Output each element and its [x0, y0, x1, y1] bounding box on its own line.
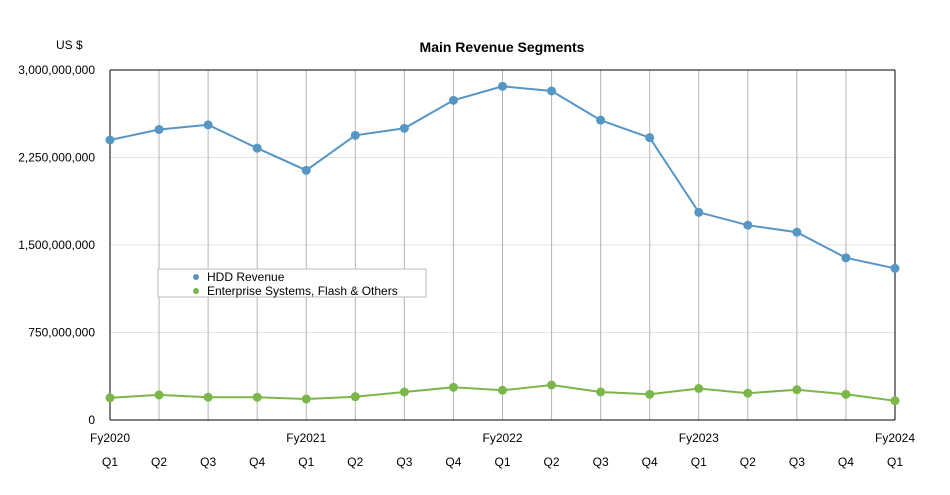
legend-marker-hdd [193, 274, 199, 280]
data-point-series-1 [252, 392, 262, 402]
data-point-series-1 [399, 387, 409, 397]
data-point-series-0 [252, 143, 262, 153]
y-tick-label: 1,500,000,000 [18, 238, 95, 252]
x-tick-label: Q3 [593, 455, 609, 469]
x-tick-label: Q4 [838, 455, 854, 469]
data-point-series-1 [498, 385, 507, 395]
data-point-series-0 [105, 135, 115, 145]
data-point-series-0 [841, 253, 851, 263]
data-point-series-1 [743, 388, 753, 398]
data-point-series-0 [498, 81, 507, 91]
axes [109, 69, 896, 421]
data-point-series-0 [301, 165, 311, 175]
y-tick-label: 3,000,000,000 [18, 63, 95, 77]
x-tick-label: Q2 [740, 455, 756, 469]
data-point-series-0 [154, 125, 164, 134]
x-tick-label: Q1 [691, 455, 707, 469]
y-tick-label: 750,000,000 [28, 326, 95, 340]
x-tick-label: Q2 [544, 455, 560, 469]
data-point-series-0 [792, 227, 802, 237]
fiscal-year-label: Fy2022 [482, 431, 522, 445]
x-tick-label: Q1 [494, 455, 510, 469]
fiscal-year-label: Fy2024 [875, 431, 915, 445]
x-tick-label: Q3 [200, 455, 216, 469]
data-point-series-1 [448, 382, 458, 392]
data-point-series-1 [350, 392, 360, 402]
x-tick-label: Q2 [151, 455, 167, 469]
y-tick-label: 0 [88, 413, 95, 427]
data-point-series-0 [399, 123, 409, 133]
x-tick-label: Q1 [102, 455, 118, 469]
fiscal-year-label: Fy2020 [90, 431, 130, 445]
legend-label-enterprise: Enterprise Systems, Flash & Others [207, 284, 398, 298]
data-point-series-1 [301, 394, 311, 404]
fiscal-year-label: Fy2021 [286, 431, 326, 445]
data-point-series-1 [841, 389, 851, 399]
data-point-series-1 [890, 396, 900, 406]
data-point-series-1 [105, 393, 115, 403]
data-point-series-0 [743, 220, 753, 230]
x-tick-label: Q1 [298, 455, 314, 469]
data-point-series-1 [154, 390, 164, 400]
x-tick-label: Q3 [396, 455, 412, 469]
x-tick-label: Q4 [249, 455, 265, 469]
legend-marker-enterprise [193, 288, 199, 294]
x-tick-label: Q2 [347, 455, 363, 469]
data-point-series-0 [694, 207, 704, 217]
x-tick-label: Q4 [445, 455, 461, 469]
data-point-series-1 [596, 387, 606, 397]
data-point-series-1 [203, 392, 213, 402]
fiscal-year-label: Fy2023 [679, 431, 719, 445]
data-point-series-0 [448, 95, 458, 105]
data-point-series-0 [596, 115, 606, 125]
data-point-series-1 [694, 384, 704, 393]
y-axis-label: US $ [56, 38, 83, 52]
data-point-series-1 [547, 380, 557, 390]
data-point-series-0 [350, 130, 360, 140]
data-point-series-1 [645, 389, 655, 399]
data-point-series-0 [890, 263, 900, 273]
legend-label-hdd: HDD Revenue [207, 270, 285, 284]
x-tick-label: Q3 [789, 455, 805, 469]
chart-title: Main Revenue Segments [420, 39, 585, 55]
legend-box [157, 268, 427, 298]
x-tick-label: Q1 [887, 455, 903, 469]
data-point-series-0 [547, 86, 557, 96]
x-axis-labels: Q1 Q2 Q3 Q4 Q1 Q2 Q3 Q4 Q1 Q2 Q3 Q4 Q1 Q2 Q3 Q4 Q1 Fy2020… [90, 431, 915, 469]
data-point-series-0 [645, 133, 655, 143]
grid [110, 70, 895, 420]
data-point-series-1 [792, 385, 802, 395]
x-tick-label: Q4 [642, 455, 658, 469]
legend: HDD Revenue Enterprise Systems, Flash & … [157, 268, 427, 298]
series-points [105, 81, 900, 406]
y-axis-labels: 0 750,000,000 1,500,000,000 2,250,000,000 3,… [18, 63, 95, 427]
y-tick-label: 2,250,000,000 [18, 151, 95, 165]
data-point-series-0 [203, 120, 213, 130]
